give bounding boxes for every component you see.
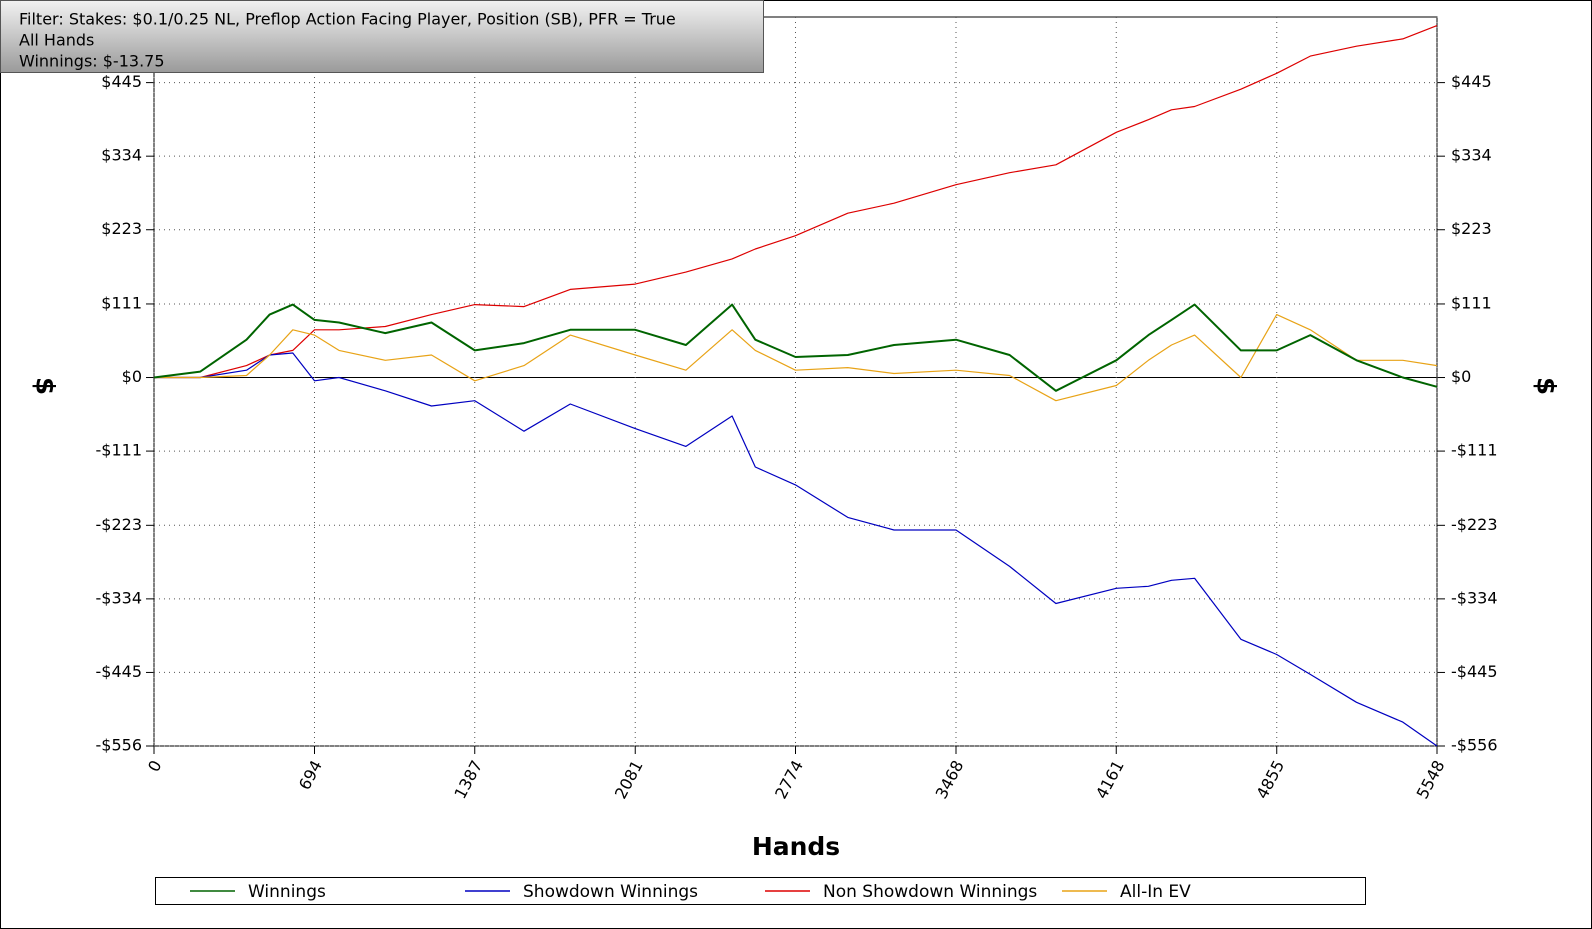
y-tick-label-right: $334 — [1451, 146, 1492, 165]
legend-label: Non Showdown Winnings — [823, 882, 1037, 902]
series-line — [153, 303, 1438, 392]
y-tick-label-right: -$223 — [1451, 515, 1498, 534]
y-tick-label-right: -$556 — [1451, 736, 1498, 755]
y-axis-label: $ — [30, 377, 60, 395]
series-line — [154, 25, 1438, 379]
y-tick-label: -$445 — [96, 662, 143, 681]
y-tick-label: $223 — [101, 219, 142, 238]
y-tick-label-right: $111 — [1451, 293, 1492, 312]
y-tick-label-right: $0 — [1451, 367, 1471, 386]
y-tick-label: -$223 — [96, 515, 143, 534]
series-line — [154, 352, 1438, 747]
y-tick-label: -$334 — [96, 588, 143, 607]
y-tick-label: $334 — [101, 146, 142, 165]
filter-text: All Hands — [19, 31, 94, 50]
y-tick-label-right: -$111 — [1451, 441, 1498, 460]
y-tick-label-right: -$334 — [1451, 588, 1498, 607]
plot-area — [153, 16, 1438, 747]
y-tick-label: $0 — [122, 367, 142, 386]
y-axis-label-right: $ — [1531, 377, 1561, 395]
y-tick-label-right: $445 — [1451, 72, 1492, 91]
legend-label: Showdown Winnings — [523, 882, 698, 902]
filter-text: Winnings: $-13.75 — [19, 52, 165, 71]
y-tick-label-right: $223 — [1451, 219, 1492, 238]
legend-label: Winnings — [248, 882, 326, 902]
y-tick-label: -$111 — [96, 441, 143, 460]
x-axis-label: Hands — [752, 832, 840, 861]
series-line — [154, 314, 1438, 402]
y-tick-label: $445 — [101, 72, 142, 91]
y-tick-label: $111 — [101, 293, 142, 312]
legend — [155, 877, 1366, 905]
filter-text: Filter: Stakes: $0.1/0.25 NL, Preflop Ac… — [19, 10, 676, 29]
legend-label: All-In EV — [1120, 882, 1191, 902]
y-tick-label: -$556 — [96, 736, 143, 755]
y-tick-label-right: -$445 — [1451, 662, 1498, 681]
filter-box — [0, 0, 764, 73]
